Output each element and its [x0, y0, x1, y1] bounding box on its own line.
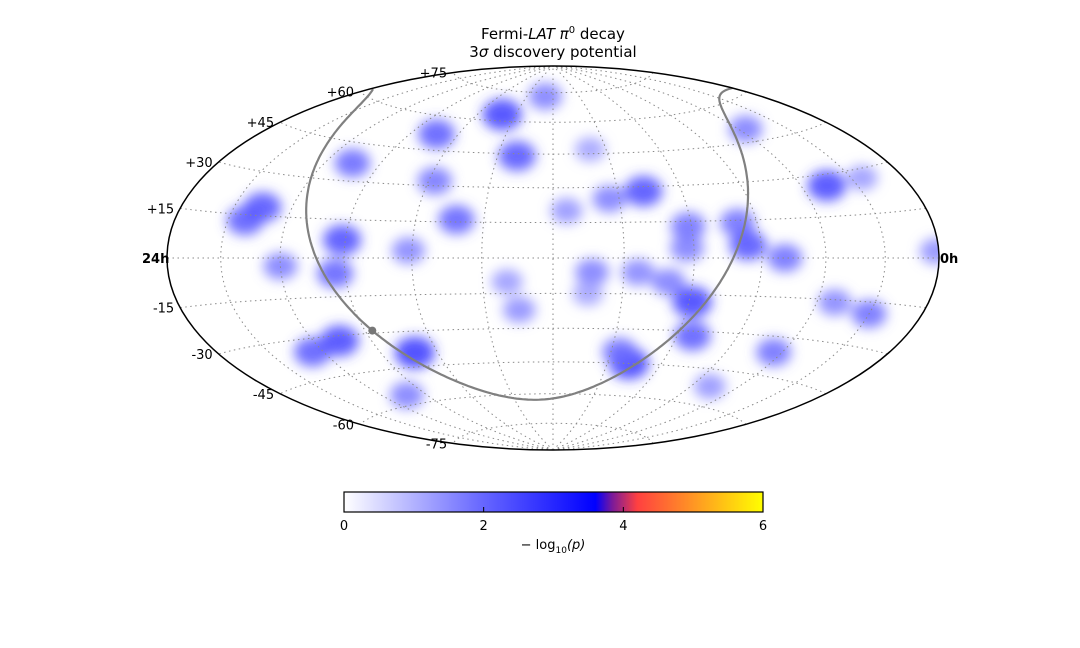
hotspot: [621, 259, 655, 286]
ra-gridline: [279, 65, 554, 451]
hotspot: [574, 137, 606, 162]
hotspot: [418, 119, 455, 149]
declination-labels: +75 +60 +45 +30 +15 -15 -30 -45 -60 -75: [147, 67, 447, 453]
hotspot: [482, 98, 522, 131]
chart-title-line1: Fermi-LAT π0 decay: [481, 25, 625, 43]
hotspot: [334, 148, 371, 178]
dec-label: +60: [327, 86, 354, 101]
hotspot: [528, 82, 563, 110]
hotspot: [394, 336, 435, 369]
hotspot: [438, 205, 475, 235]
galactic-center-marker: [368, 326, 377, 335]
dec-label: +30: [185, 156, 212, 171]
hotspot: [624, 176, 663, 207]
hotspot: [323, 224, 362, 256]
dec-label: -75: [426, 438, 447, 453]
hotspot: [263, 252, 298, 280]
ra-gridline: [552, 65, 827, 451]
sky-boundary: [166, 65, 940, 451]
ra-gridline: [481, 65, 554, 451]
hotspot: [226, 205, 264, 236]
dec-label: -30: [191, 348, 212, 363]
ra-gridline: [552, 65, 625, 451]
hotspot: [729, 230, 767, 261]
hotspot: [818, 289, 852, 316]
dec-label: +75: [420, 67, 447, 82]
hotspot: [592, 185, 627, 213]
ra-label-right: 0h: [940, 252, 958, 267]
hotspot: [491, 269, 523, 295]
hotspot: [693, 373, 726, 400]
hotspot: [294, 337, 331, 367]
sky-map: [166, 65, 940, 451]
hotspot: [503, 296, 536, 323]
colorbar-gradient: [343, 491, 764, 513]
dec-gridline: [218, 327, 888, 355]
dec-gridline: [452, 422, 654, 444]
hotspot: [807, 170, 847, 202]
hotspot: [391, 237, 425, 264]
significance-heatmap: [226, 82, 939, 409]
hotspot: [673, 321, 711, 351]
dec-gridline: [218, 161, 888, 189]
hotspot: [767, 244, 803, 272]
dec-label: +45: [247, 116, 274, 131]
hotspot: [417, 167, 452, 195]
hotspot: [672, 286, 712, 318]
chart-title-line2: 3σ discovery potential: [469, 43, 636, 61]
hotspot: [670, 212, 706, 241]
hotspot: [651, 268, 686, 296]
hotspot: [317, 259, 354, 288]
hotspot: [756, 338, 792, 367]
colorbar-tick-label: 2: [480, 519, 488, 534]
coordinate-grid: [167, 65, 939, 451]
colorbar-tick-label: 6: [759, 519, 767, 534]
colorbar: 0 2 4 6 − log10(p): [340, 491, 767, 556]
dec-label: -15: [153, 302, 174, 317]
dec-label: -45: [253, 388, 274, 403]
colorbar-tick-label: 0: [340, 519, 348, 534]
dec-label: +15: [147, 202, 174, 217]
hotspot: [602, 337, 638, 366]
hotspot: [390, 381, 424, 409]
hotspot: [498, 141, 536, 171]
hotspot: [670, 234, 704, 262]
colorbar-label: − log10(p): [521, 538, 586, 556]
hotspot: [550, 198, 583, 224]
dec-gridline: [279, 361, 827, 395]
hotspot: [572, 281, 604, 306]
hotspot: [846, 165, 878, 191]
colorbar-ticks: 0 2 4 6: [340, 507, 767, 534]
dec-label: -60: [333, 418, 354, 433]
galactic-plane: [305, 86, 750, 401]
ra-label-left: 24h: [142, 252, 169, 267]
colorbar-tick-label: 4: [619, 519, 627, 534]
hotspot: [575, 258, 609, 286]
hotspot: [728, 115, 763, 143]
